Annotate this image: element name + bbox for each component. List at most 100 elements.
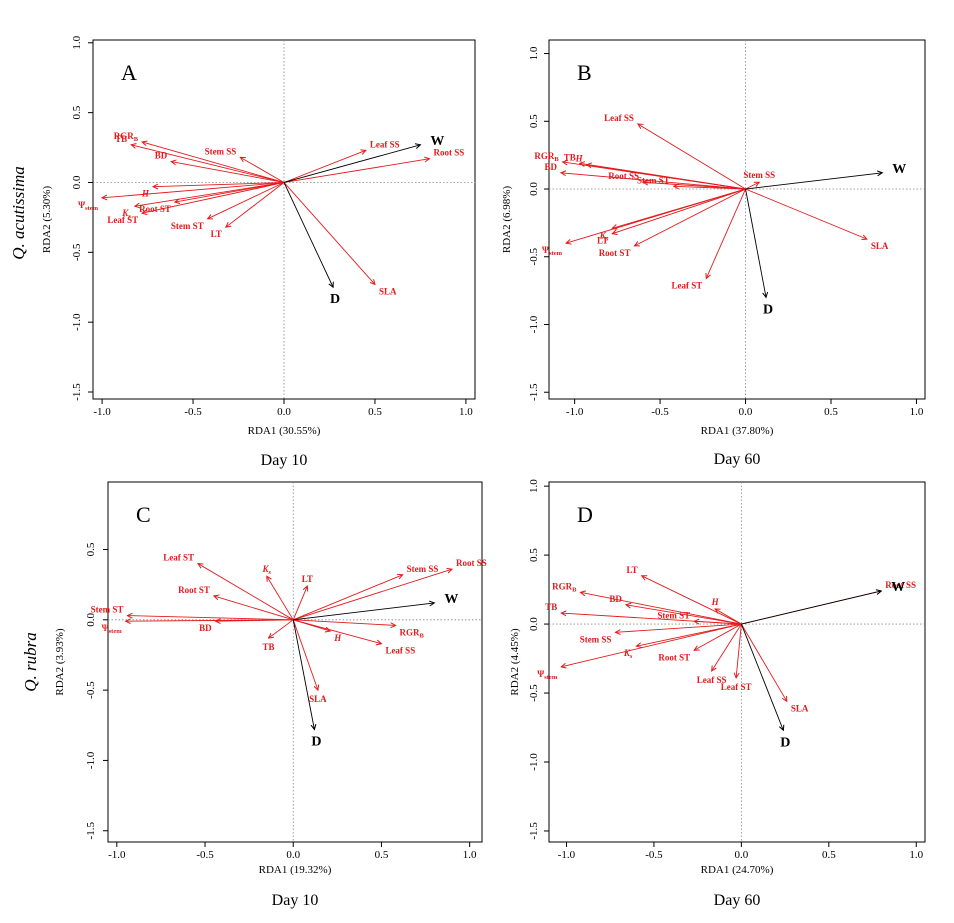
vector-label: Leaf SS	[697, 675, 727, 685]
vector-arrow	[283, 182, 375, 284]
x-tick-label: -0.5	[196, 849, 214, 861]
x-axis-title: RDA1 (37.80%)	[701, 425, 774, 437]
x-axis-title: RDA1 (24.70%)	[701, 864, 774, 876]
panel-letter: C	[136, 502, 151, 527]
vector-label: BD	[155, 151, 168, 161]
vector-label: Leaf ST	[721, 682, 752, 692]
y-axis-title: RDA2 (4.45%)	[509, 628, 521, 696]
y-tick-label: 0.0	[528, 182, 540, 196]
vector-label: LT	[211, 229, 222, 239]
vector-arrow	[736, 624, 742, 678]
vector-label: Ks	[262, 564, 272, 576]
vector-arrow	[745, 173, 883, 190]
vector-arrow	[175, 182, 285, 202]
vector-label: Root ST	[658, 652, 690, 662]
y-tick-label: 0.5	[528, 548, 540, 562]
vector-label: Stem ST	[171, 221, 204, 231]
vector-arrow	[636, 623, 742, 646]
vector-arrow	[615, 623, 742, 632]
vector-label: H	[575, 154, 584, 164]
species-label-rubra: Q. rubra	[21, 632, 40, 692]
day-label: Day 10	[272, 892, 319, 909]
vector-label: Root SS	[608, 171, 639, 181]
vector-arrow	[293, 619, 381, 644]
vector-label: LT	[627, 565, 638, 575]
vector-arrow	[638, 124, 746, 190]
y-tick-label: 0.0	[85, 612, 97, 626]
vector-arrow	[694, 621, 742, 624]
y-tick-label: -1.0	[85, 751, 97, 769]
y-tick-label: 1.0	[71, 35, 83, 49]
vector-arrow	[745, 182, 760, 190]
x-tick-label: 1.0	[910, 406, 924, 418]
vector-arrow	[706, 188, 746, 278]
vector-arrow	[612, 188, 746, 234]
vector-label: Ks	[121, 208, 131, 220]
vector-label: Stem SS	[580, 634, 612, 644]
x-tick-label: -1.0	[108, 849, 126, 861]
plot-frame	[548, 39, 926, 400]
panel-letter: D	[577, 502, 593, 527]
vector-label: H	[141, 189, 150, 199]
x-tick-label: -1.0	[558, 849, 576, 861]
vector-label: SLA	[871, 241, 889, 251]
vector-label: Leaf ST	[107, 215, 138, 225]
vector-label: D	[763, 302, 773, 317]
rda-panel-a: -1.0 -0.5 0.0 0.5 1.0 -1.5 -1.0 -0.5 0.0 0.5 1.0 RD…	[41, 35, 476, 469]
vector-label: Stem ST	[91, 605, 124, 615]
vector-arrow	[694, 623, 742, 650]
vector-label: D	[311, 735, 321, 750]
y-tick-label: 0.5	[85, 542, 97, 556]
vector-label: RGRB	[400, 627, 425, 639]
y-tick-label: -0.5	[71, 243, 83, 261]
y-tick-label: -1.5	[528, 822, 540, 840]
vector-arrow	[214, 596, 294, 621]
y-tick-label: 0.0	[528, 617, 540, 631]
y-tick-label: -1.5	[85, 822, 97, 840]
panel-letter: A	[121, 60, 137, 85]
vector-arrow	[626, 605, 742, 625]
vector-arrow	[712, 623, 742, 671]
y-tick-label: 1.0	[528, 479, 540, 493]
vector-arrow	[643, 182, 746, 190]
vector-arrow	[566, 188, 746, 243]
vector-label: D	[330, 292, 340, 307]
y-tick-label: 1.0	[528, 46, 540, 60]
vector-arrow	[142, 182, 285, 213]
vector-label: W	[430, 134, 444, 149]
vector-arrow	[293, 603, 434, 621]
vector-arrow	[135, 182, 285, 206]
vector-arrow	[102, 182, 285, 197]
vector-arrow	[208, 182, 285, 218]
vector-arrow	[293, 619, 395, 626]
x-tick-label: -0.5	[651, 406, 669, 418]
y-tick-label: 0.0	[71, 175, 83, 189]
y-axis-title: RDA2 (6.98%)	[501, 186, 513, 254]
vector-arrow	[127, 616, 294, 621]
vector-arrow	[198, 564, 294, 621]
vector-arrow	[216, 620, 294, 621]
vector-label: Ks	[623, 648, 633, 660]
vector-label: D	[780, 735, 790, 750]
vector-label: RGRB	[552, 581, 577, 593]
x-tick-label: 0.0	[277, 406, 291, 418]
vector-arrow	[741, 591, 881, 625]
vector-arrow	[267, 576, 294, 621]
vector-label: TB	[115, 134, 127, 144]
vector-label: BD	[544, 162, 557, 172]
y-tick-label: 0.5	[71, 105, 83, 119]
vector-arrow	[283, 182, 333, 287]
vector-arrow	[561, 173, 746, 190]
vector-label: TB	[545, 602, 557, 612]
vector-arrow	[293, 575, 402, 621]
x-tick-label: 0.5	[368, 406, 382, 418]
vector-label: LT	[302, 574, 313, 584]
x-tick-label: 1.0	[909, 849, 923, 861]
vector-arrow	[745, 188, 867, 239]
x-tick-label: 0.0	[286, 849, 300, 861]
vector-label: BD	[609, 594, 622, 604]
vector-arrow	[674, 186, 746, 190]
vector-arrow	[283, 150, 366, 183]
vector-label: Root ST	[178, 585, 210, 595]
vector-label: Ψstem	[542, 245, 563, 257]
